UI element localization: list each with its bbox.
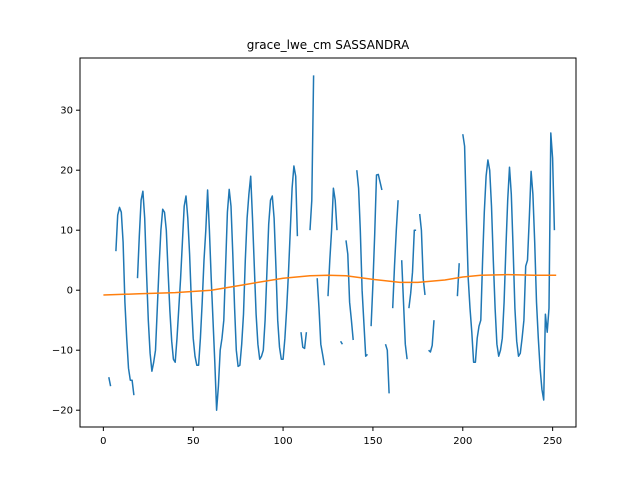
y-tick-label: 0: [67, 286, 73, 297]
y-tick-label: −20: [52, 406, 73, 417]
series-1-line-segment: [136, 165, 299, 411]
series-1-line-segment: [339, 340, 344, 345]
series-1-line-segment: [391, 200, 399, 309]
x-tick-label: 0: [100, 436, 106, 447]
series-1-line-segment: [400, 260, 408, 360]
series-1-line-segment: [309, 75, 315, 231]
series-1-line-segment: [418, 213, 426, 296]
series-1-line-segment: [115, 206, 135, 396]
y-tick-label: 20: [60, 166, 73, 177]
series-1-line-segment: [327, 187, 338, 297]
x-tick-label: 100: [274, 436, 293, 447]
series-1-line-segment: [370, 173, 383, 327]
plot-area: [103, 75, 557, 411]
series-1-line-segment: [108, 377, 112, 387]
axes-frame: [79, 57, 577, 428]
series-1-line-segment: [384, 343, 390, 394]
x-tick-label: 250: [543, 436, 562, 447]
x-tick-label: 150: [363, 436, 382, 447]
series-1-line-segment: [345, 240, 354, 341]
series-1-line-segment: [408, 229, 417, 309]
series-1-line-segment: [428, 320, 435, 353]
y-axis: −20 −10 0 10 20 30: [52, 106, 80, 417]
series-1-line-segment: [356, 170, 369, 357]
series-2-line-segment: [103, 273, 557, 296]
series-1-line-segment: [300, 332, 308, 350]
x-axis: 0 50 100 150 200 250: [100, 427, 562, 447]
x-tick-label: 200: [453, 436, 472, 447]
series-1-line-segment: [316, 278, 326, 366]
y-tick-label: −10: [52, 346, 73, 357]
chart-title: grace_lwe_cm SASSANDRA: [247, 38, 410, 52]
x-tick-label: 50: [187, 436, 200, 447]
series-1-line-segment: [456, 263, 460, 297]
y-tick-label: 30: [60, 106, 73, 117]
series-1-line-segment: [462, 132, 556, 401]
y-tick-label: 10: [60, 226, 73, 237]
